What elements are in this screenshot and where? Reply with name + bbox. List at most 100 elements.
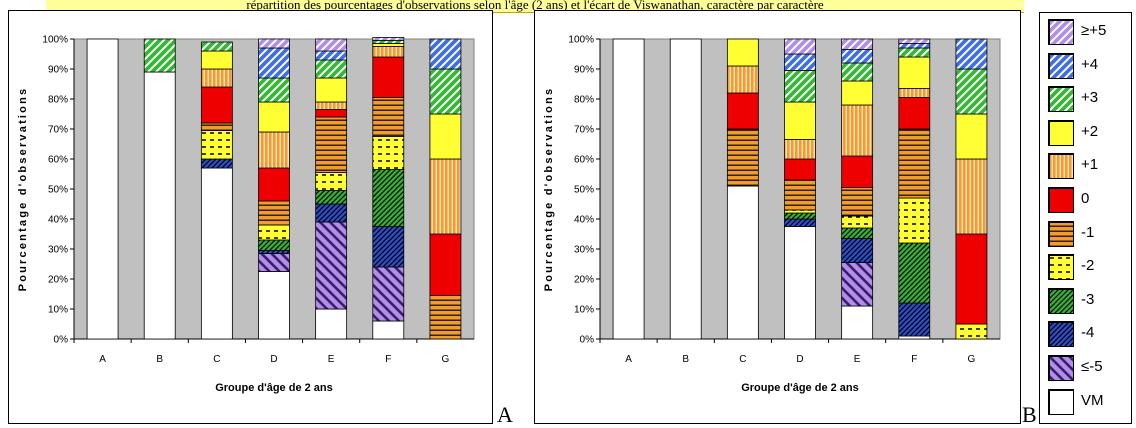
bar-segment-b-F-m4 (898, 302, 931, 337)
legend-label: -2 (1081, 257, 1095, 275)
x-axis-title: Groupe d'âge de 2 ans (741, 382, 859, 394)
y-tick-label: 40% (574, 215, 594, 226)
bar-segment-b-D-vm (784, 226, 816, 340)
bar-segment-b-E-p3 (841, 62, 874, 82)
bar-segment-b-D-p2 (784, 101, 816, 140)
bar-segment-a-G-p4 (429, 38, 462, 70)
bar-segment-a-C-m1 (200, 122, 233, 131)
bar-segment-a-F-m2 (372, 136, 405, 170)
bar-segment-a-E-mm5 (315, 221, 348, 310)
x-axis-title: Groupe d'âge de 2 ans (215, 382, 333, 394)
legend-label: ≥+5 (1081, 22, 1107, 39)
bar-segment-b-D-p4 (784, 53, 816, 71)
bar-segment-b-D-z0 (784, 158, 816, 181)
bar-segment-b-G-z0 (955, 233, 988, 325)
y-tick-label: 10% (574, 305, 594, 316)
chart-panel-a: 0% 10% 20% 30% 40% 50% 60% 70% 80% 90% 100% A B C D E F G… (8, 10, 493, 424)
bar-segment-b-G-m2 (955, 323, 988, 340)
bar-segment-b-A-vm (612, 38, 645, 340)
bar-segment-a-C-z0 (200, 86, 233, 124)
legend-label: -1 (1081, 223, 1095, 241)
legend-label: -4 (1081, 324, 1095, 342)
legend-label: VM (1081, 391, 1104, 409)
bar-segment-b-D-m4 (784, 218, 816, 227)
x-tick-label: C (739, 354, 746, 365)
y-tick-label: 20% (48, 275, 68, 286)
x-tick-label: B (682, 354, 689, 365)
x-tick-label: C (213, 354, 220, 365)
y-tick-label: 80% (574, 95, 594, 106)
bar-segment-a-G-z0 (429, 233, 462, 296)
bar-segment-a-E-m2 (315, 172, 348, 191)
y-tick-label: 100% (42, 35, 68, 46)
bar-segment-b-F-p2 (898, 56, 931, 89)
y-tick-label: 70% (48, 125, 68, 136)
bar-segment-b-D-pp5 (784, 38, 816, 55)
bar-segment-a-G-p1 (429, 158, 462, 235)
bar-segment-b-E-p4 (841, 49, 874, 64)
y-tick-label: 100% (568, 35, 594, 46)
bar-segment-a-F-m1 (372, 97, 405, 137)
legend-swatch (1048, 52, 1074, 79)
legend-label: -3 (1081, 290, 1095, 308)
legend-swatch (1048, 220, 1074, 247)
bar-segment-b-D-m1 (784, 179, 816, 211)
bar-segment-a-C-p3 (200, 41, 233, 52)
bar-segment-b-F-p4 (898, 43, 931, 49)
bar-segment-a-G-p2 (429, 113, 462, 160)
legend-swatch (1048, 388, 1074, 415)
bar-segment-a-E-p3 (315, 59, 348, 79)
bar-segment-a-E-pp5 (315, 38, 348, 52)
x-tick-label: D (796, 354, 803, 365)
bar-segment-a-E-p1 (315, 101, 348, 110)
y-tick-label: 80% (48, 95, 68, 106)
bar-segment-a-F-m4 (372, 226, 405, 268)
chart-b-svg: 0% 10% 20% 30% 40% 50% 60% 70% 80% 90% 100% A B C D E F G… (543, 35, 1001, 394)
y-tick-label: 60% (574, 155, 594, 166)
bar-segment-b-E-m3 (841, 227, 874, 239)
x-tick-label: B (156, 354, 163, 365)
bar-segment-a-C-vm (200, 167, 233, 340)
x-tick-label: F (385, 354, 391, 365)
bar-segment-a-D-m2 (258, 224, 290, 241)
bar-segment-a-C-p1 (200, 68, 233, 88)
y-tick-label: 90% (48, 65, 68, 76)
bar-segment-b-D-p1 (784, 139, 816, 160)
y-tick-label: 90% (574, 65, 594, 76)
legend-swatch (1048, 187, 1074, 213)
bar-segment-a-F-m3 (372, 169, 405, 227)
bar-segment-b-F-z0 (898, 97, 931, 130)
x-tick-label: D (270, 354, 277, 365)
bar-segment-b-C-z0 (726, 92, 759, 130)
bar-segment-a-E-p2 (315, 77, 348, 103)
bar-segment-b-E-p2 (841, 80, 874, 106)
legend-swatch (1048, 321, 1074, 348)
legend-swatch (1048, 287, 1074, 314)
y-tick-label: 20% (574, 275, 594, 286)
bar-segment-b-E-pp5 (841, 38, 874, 50)
bar-segment-b-E-m4 (841, 238, 874, 263)
legend-swatch (1048, 254, 1074, 281)
bar-segment-a-D-m4 (258, 250, 290, 254)
bar-segment-b-F-p1 (898, 88, 931, 98)
bar-segment-b-F-pp5 (898, 38, 931, 44)
bar-segment-a-C-m4 (200, 158, 233, 169)
x-tick-label: E (328, 354, 335, 365)
y-tick-label: 0% (54, 335, 69, 346)
y-tick-label: 50% (48, 185, 68, 196)
bar-segment-a-D-m3 (258, 239, 290, 251)
y-tick-label: 0% (580, 335, 595, 346)
bar-segment-b-E-vm (841, 305, 874, 340)
bar-segment-a-E-m4 (315, 203, 348, 223)
bar-segment-a-D-mm5 (258, 253, 290, 272)
bar-segment-a-B-vm (143, 71, 176, 340)
bar-segment-a-D-pp5 (258, 38, 290, 49)
bar-segment-b-E-mm5 (841, 262, 874, 307)
bar-segment-b-G-p1 (955, 158, 988, 235)
bar-segment-a-F-z0 (372, 56, 405, 98)
legend-label: +4 (1081, 55, 1099, 73)
legend-label: ≤-5 (1081, 358, 1103, 375)
legend-label: +3 (1081, 89, 1099, 107)
x-tick-label: F (911, 354, 917, 365)
bar-segment-a-D-p4 (258, 47, 290, 79)
